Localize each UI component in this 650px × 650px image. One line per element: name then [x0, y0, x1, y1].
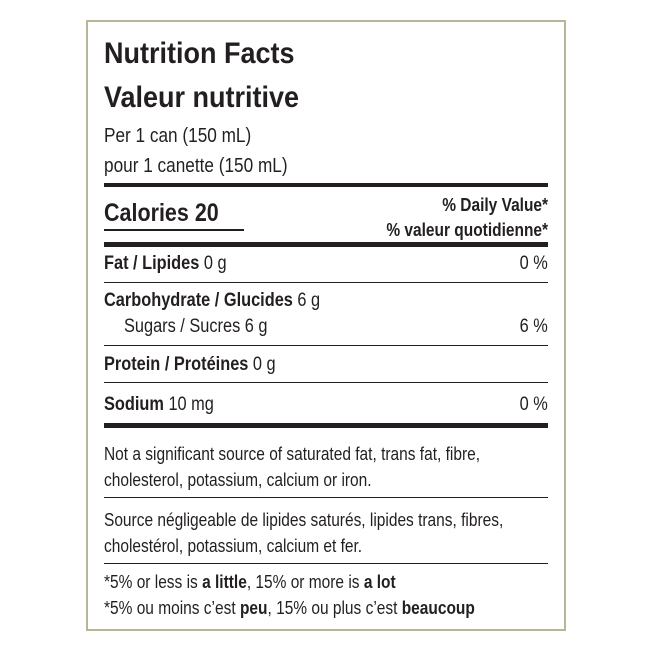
rule [104, 345, 548, 346]
rule [104, 242, 548, 247]
daily-percent: 6 % [519, 316, 548, 337]
footnote-text: beaucoup [401, 598, 475, 618]
nutrient: Sugars / Sucres 6 g [124, 317, 268, 336]
footnote-text: *5% ou moins c’est [104, 598, 240, 618]
daily-percent: 0 % [519, 394, 548, 415]
rule [104, 282, 548, 283]
footnote-text: peu [239, 598, 268, 618]
nutrient: Sodium 10 mg [104, 395, 214, 414]
nutrient: Fat / Lipides 0 g [104, 254, 227, 273]
footnote: *5% ou moins c’est peu, 15% ou plus c’es… [104, 599, 475, 617]
rule [104, 497, 548, 498]
rule [104, 229, 244, 231]
serving: pour 1 canette (150 mL) [104, 155, 288, 177]
note-line: Source négligeable de lipides saturés, l… [104, 510, 504, 530]
note-line: Not a significant source of saturated fa… [104, 444, 481, 464]
daily-percent: 0 % [519, 253, 548, 274]
title: Nutrition Facts [104, 37, 295, 70]
rule [104, 563, 548, 564]
rule [104, 183, 548, 187]
daily-value: % valeur quotidienne* [386, 220, 548, 240]
nutrition-label: Nutrition Facts Valeur nutritive Per 1 c… [86, 20, 566, 631]
note-line: cholesterol, potassium, calcium or iron. [104, 470, 372, 490]
nutrient-amount: 0 g [252, 354, 276, 375]
nutrient: Carbohydrate / Glucides 6 g [104, 291, 320, 310]
nutrient-name: Sodium [104, 394, 164, 415]
nutrient-amount: 10 mg [168, 394, 214, 415]
nutrient-name: Fat / Lipides [104, 253, 200, 274]
nutrient-name: Protein / Protéines [104, 354, 249, 375]
footnote-text: , 15% or more is [246, 572, 364, 592]
nutrient: Protein / Protéines 0 g [104, 355, 276, 374]
footnote-text: *5% or less is [104, 572, 203, 592]
nutrient-amount: 0 g [203, 253, 227, 274]
nutrient-amount: 6 g [297, 290, 321, 311]
daily-value: % Daily Value* [442, 195, 548, 215]
footnote-text: a little [202, 572, 247, 592]
rule [104, 382, 548, 383]
footnote-text: , 15% ou plus c’est [267, 598, 402, 618]
nutrient-name: Sugars / Sucres 6 g [124, 316, 268, 337]
rule [104, 423, 548, 428]
nutrient-name: Carbohydrate / Glucides [104, 290, 293, 311]
title: Valeur nutritive [104, 81, 300, 114]
serving: Per 1 can (150 mL) [104, 125, 252, 147]
calories: Calories 20 [104, 199, 219, 227]
note-line: cholestérol, potassium, calcium et fer. [104, 536, 363, 556]
footnote-text: a lot [363, 572, 396, 592]
footnote: *5% or less is a little, 15% or more is … [104, 573, 396, 591]
